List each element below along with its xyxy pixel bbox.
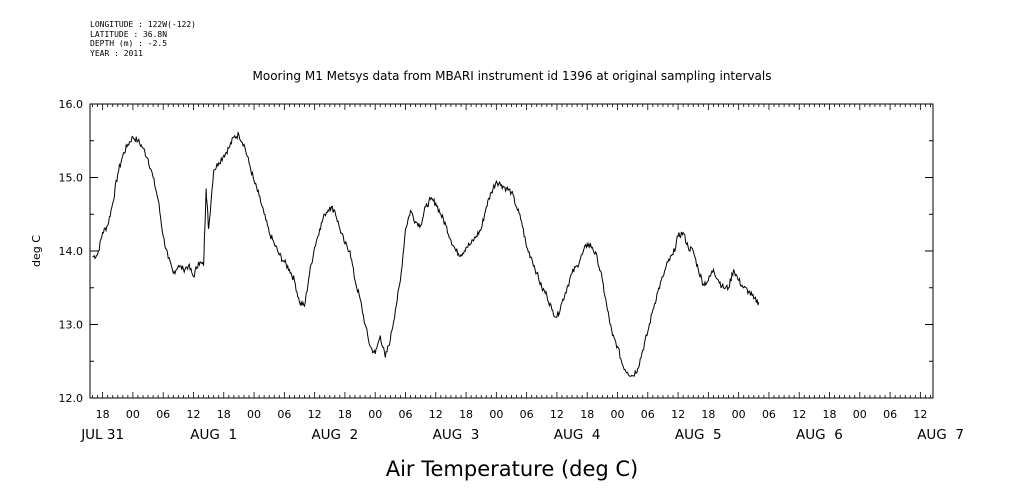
x-hour-label: 00 [368, 408, 382, 421]
x-hour-label: 06 [762, 408, 776, 421]
x-hour-label: 00 [611, 408, 625, 421]
chart-title: Mooring M1 Metsys data from MBARI instru… [253, 69, 772, 83]
x-hour-label: 12 [550, 408, 564, 421]
x-hour-label: 18 [96, 408, 110, 421]
x-hour-label: 18 [217, 408, 231, 421]
depth-text: DEPTH (m) : -2.5 [90, 39, 168, 48]
x-hour-label: 18 [459, 408, 473, 421]
x-hour-label: 18 [338, 408, 352, 421]
x-axis-label: Air Temperature (deg C) [386, 457, 639, 481]
x-hour-label: 00 [732, 408, 746, 421]
x-hour-label: 12 [671, 408, 685, 421]
x-date-label: AUG 2 [311, 427, 358, 443]
x-date-label: AUG 6 [796, 427, 843, 443]
x-hour-label: 12 [792, 408, 806, 421]
x-date-label: AUG 1 [190, 427, 237, 443]
x-hour-label: 12 [913, 408, 927, 421]
y-tick-label: 12.0 [59, 392, 84, 405]
year-text: YEAR : 2011 [90, 48, 143, 58]
x-hour-label: 06 [520, 408, 534, 421]
y-tick-label: 15.0 [59, 172, 84, 185]
x-hour-label: 06 [398, 408, 412, 421]
x-hour-label: 06 [156, 408, 170, 421]
y-axis-label: deg C [30, 235, 43, 267]
x-date-label: AUG 4 [554, 427, 601, 443]
x-date-label: AUG 5 [675, 427, 722, 443]
x-hour-label: 00 [126, 408, 140, 421]
x-hour-label: 00 [489, 408, 503, 421]
longitude-text: LONGITUDE : 122W(-122) [90, 20, 196, 29]
x-hour-label: 18 [701, 408, 715, 421]
latitude-text: LATITUDE : 36.8N [90, 29, 168, 39]
x-hour-label: 12 [308, 408, 322, 421]
x-date-label: AUG 7 [917, 427, 964, 443]
x-hour-label: 06 [277, 408, 291, 421]
x-hour-label: 06 [883, 408, 897, 421]
x-date-label: JUL 31 [80, 427, 124, 443]
air-temperature-line [92, 130, 760, 377]
x-hour-label: 18 [580, 408, 594, 421]
x-hour-label: 06 [641, 408, 655, 421]
y-tick-label: 14.0 [59, 245, 84, 258]
station-metadata: LONGITUDE : 122W(-122) LATITUDE : 36.8N … [90, 20, 196, 58]
y-tick-label: 16.0 [59, 98, 84, 111]
y-tick-label: 13.0 [59, 319, 84, 332]
x-hour-label: 00 [247, 408, 261, 421]
y-axis: 16.0 15.0 14.0 13.0 12.0 [59, 98, 933, 405]
x-date-label: AUG 3 [433, 427, 480, 443]
plot-frame [89, 103, 934, 399]
x-hour-label: 12 [429, 408, 443, 421]
x-hour-label: 12 [186, 408, 200, 421]
x-hour-label: 00 [853, 408, 867, 421]
x-hour-label: 18 [823, 408, 837, 421]
x-axis: 18 00 06 12 18 00 06 12 18 00 06 12 18 00 06 12 18 00 06 12… [80, 104, 964, 443]
